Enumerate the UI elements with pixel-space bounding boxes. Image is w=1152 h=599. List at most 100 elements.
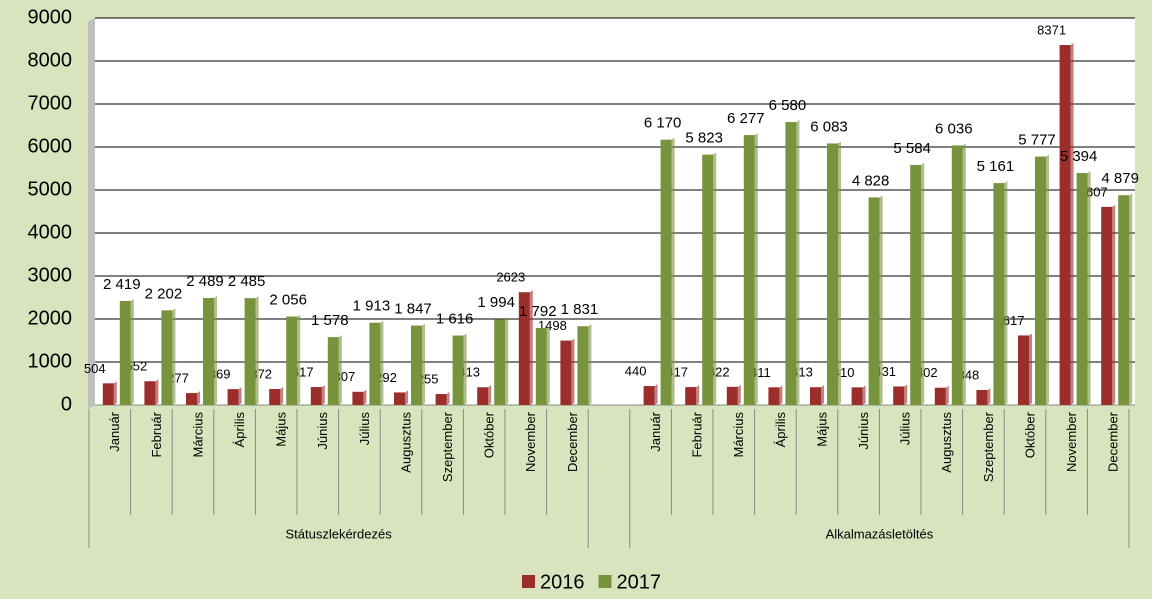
x-tick-label: November — [1064, 411, 1079, 472]
bar-side — [405, 390, 408, 405]
x-tick-label: Március — [190, 412, 205, 458]
data-label: 2 202 — [145, 285, 183, 302]
bar — [560, 340, 572, 405]
bar — [934, 387, 946, 405]
data-label: 8371 — [1037, 22, 1066, 37]
bar-side — [297, 314, 301, 405]
data-label: 6 580 — [769, 97, 807, 114]
bar-side — [422, 323, 425, 405]
x-tick-label: Augusztus — [398, 412, 413, 473]
bar — [411, 325, 422, 405]
bar — [768, 387, 780, 405]
data-label: 1 913 — [353, 298, 391, 315]
bar-side — [754, 133, 758, 406]
x-tick-label: Március — [731, 412, 746, 458]
bar — [951, 145, 963, 405]
y-tick-label: 9000 — [28, 6, 73, 28]
data-label: 1 578 — [311, 312, 349, 329]
x-tick-label: Augusztus — [939, 412, 954, 473]
bar-side — [862, 385, 866, 405]
bar — [660, 139, 672, 405]
bar — [161, 310, 173, 405]
bar-side — [713, 152, 717, 405]
data-label: 2 489 — [186, 273, 224, 290]
bar — [643, 386, 655, 405]
x-tick-label: Október — [482, 411, 497, 458]
bar — [1035, 156, 1046, 405]
bar-side — [1112, 204, 1116, 405]
bar — [310, 387, 322, 405]
data-label: 5 161 — [977, 158, 1015, 175]
data-label: 1 847 — [394, 301, 432, 318]
bar — [327, 337, 339, 405]
data-label: 1 831 — [561, 301, 599, 318]
bar — [269, 389, 281, 405]
bar-side — [380, 320, 384, 405]
bar-side — [1029, 333, 1032, 405]
x-tick-label: Szeptember — [981, 411, 996, 482]
bar-side — [838, 141, 841, 405]
bar-side — [321, 385, 325, 405]
legend-label: 2017 — [617, 571, 662, 593]
bar — [976, 390, 988, 405]
bar — [203, 297, 214, 405]
axis-wall — [88, 18, 95, 409]
bar-side — [446, 392, 450, 405]
bar-side — [238, 387, 242, 405]
legend-swatch — [598, 575, 612, 588]
data-label: 2623 — [496, 270, 525, 285]
bar — [369, 322, 381, 405]
bar-side — [214, 295, 217, 405]
bar-side — [879, 195, 883, 405]
bar-side — [255, 296, 259, 405]
bar — [144, 381, 156, 405]
bar — [102, 383, 114, 405]
bar — [1018, 335, 1029, 405]
bar — [227, 389, 239, 405]
bar — [518, 292, 530, 405]
x-tick-label: Május — [274, 412, 289, 447]
x-tick-label: Január — [107, 411, 122, 451]
bar — [868, 197, 880, 405]
bar-side — [737, 384, 741, 405]
bar-side — [197, 391, 200, 405]
data-label: 6 170 — [644, 115, 682, 132]
legend-label: 2016 — [540, 571, 585, 593]
bar-side — [696, 385, 700, 405]
bar — [685, 387, 697, 405]
data-label: 1 616 — [436, 310, 474, 327]
bar-side — [363, 389, 367, 405]
bar-side — [505, 317, 509, 405]
bar — [535, 327, 547, 405]
data-label: 2 056 — [269, 292, 307, 309]
data-label: 440 — [625, 364, 647, 379]
bar-side — [904, 384, 908, 405]
y-tick-label: 5000 — [28, 178, 73, 200]
y-tick-label: 0 — [61, 393, 72, 415]
x-tick-label: December — [1106, 411, 1121, 472]
bar — [119, 300, 131, 405]
bar-side — [155, 379, 159, 405]
bar — [810, 387, 821, 405]
data-label: 1 792 — [519, 303, 557, 320]
legend-swatch — [522, 575, 535, 588]
bar-side — [1087, 171, 1091, 405]
x-tick-label: December — [565, 411, 580, 472]
data-label: 1 994 — [477, 294, 515, 311]
bar — [993, 183, 1005, 405]
bar — [477, 387, 489, 405]
bar-side — [945, 385, 949, 405]
bar-side — [113, 381, 117, 405]
bar-side — [987, 388, 991, 405]
data-label: 6 277 — [727, 110, 765, 127]
bar-side — [546, 325, 550, 405]
bar-side — [962, 143, 966, 405]
bar-side — [571, 338, 575, 405]
bar-side — [654, 384, 658, 405]
y-tick-label: 8000 — [28, 49, 73, 71]
x-tick-label: Október — [1022, 411, 1037, 458]
bar-side — [671, 137, 675, 405]
bar — [785, 122, 797, 405]
y-tick-label: 7000 — [28, 92, 73, 114]
